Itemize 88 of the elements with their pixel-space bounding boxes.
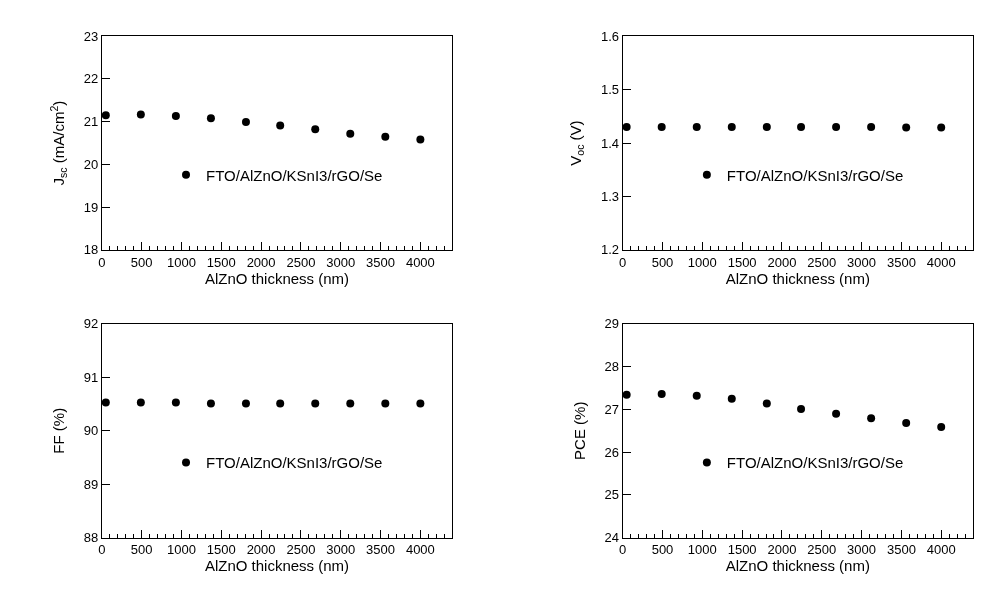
point <box>867 414 876 423</box>
point <box>692 391 701 400</box>
x-tick-label: 3500 <box>366 254 395 270</box>
x-tick-label: 4000 <box>405 542 435 558</box>
x-tick-label: 2000 <box>767 254 797 270</box>
point <box>657 389 666 398</box>
y-tick-label: 1.6 <box>600 28 620 44</box>
y-tick-label: 1.3 <box>600 189 620 205</box>
x-tick-label: 2500 <box>286 254 316 270</box>
y-tick-label: 23 <box>83 28 99 44</box>
x-tick-label: 1000 <box>687 254 717 270</box>
y-tick-label: 91 <box>83 369 99 385</box>
x-tick-label: 4000 <box>926 542 956 558</box>
x-tick-label: 3500 <box>366 542 395 558</box>
point <box>206 114 215 123</box>
x-tick-label: 1500 <box>727 542 757 558</box>
x-tick-label: 4000 <box>926 254 956 270</box>
x-tick-label: 2000 <box>246 542 276 558</box>
x-tick-label: 0 <box>98 254 106 270</box>
x-tick-label: 0 <box>98 542 106 558</box>
y-tick-label: 21 <box>83 114 99 130</box>
y-tick-label: 19 <box>83 199 99 215</box>
x-tick-label: 1500 <box>727 254 757 270</box>
y-tick-label: 25 <box>604 487 620 503</box>
y-tick-label: 18 <box>83 242 99 258</box>
y-tick-label: 1.5 <box>600 82 620 98</box>
y-tick-label: 89 <box>83 476 99 492</box>
x-tick-label: 2500 <box>286 542 316 558</box>
x-tick-label: 3000 <box>847 254 877 270</box>
y-axis-title: PCE (%) <box>570 401 588 460</box>
y-tick-label: 90 <box>83 423 99 439</box>
x-tick-label: 3000 <box>326 254 356 270</box>
point <box>797 404 806 413</box>
y-tick-label: 1.4 <box>600 135 620 151</box>
point <box>937 422 946 431</box>
point <box>762 399 771 408</box>
x-tick-label: 500 <box>651 254 674 270</box>
x-tick-label: 4000 <box>405 254 435 270</box>
y-tick-label: 28 <box>604 359 620 375</box>
point <box>902 419 911 428</box>
x-tick-label: 3500 <box>886 542 916 558</box>
point <box>101 111 110 120</box>
point <box>727 394 736 403</box>
x-tick-label: 1500 <box>206 542 236 558</box>
x-axis-title: AlZnO thickness (nm) <box>725 269 870 287</box>
point <box>416 135 425 144</box>
y-tick-label: 29 <box>604 316 620 332</box>
y-tick-label: 26 <box>604 444 620 460</box>
x-tick-label: 2500 <box>807 254 837 270</box>
x-tick-label: 3500 <box>886 254 916 270</box>
y-tick-label: 22 <box>83 71 99 87</box>
x-tick-label: 2000 <box>246 254 276 270</box>
point <box>276 121 285 130</box>
x-tick-label: 2000 <box>767 542 797 558</box>
x-axis-title: AlZnO thickness (nm) <box>204 557 350 575</box>
legend-label: FTO/AlZnO/KSnI3/rGO/Se <box>726 454 904 472</box>
x-tick-label: 2500 <box>807 542 837 558</box>
point <box>171 112 180 121</box>
y-tick-label: 20 <box>83 156 99 172</box>
x-tick-label: 0 <box>619 254 627 270</box>
y-tick-label: 27 <box>604 401 620 417</box>
y-tick-label: 92 <box>83 316 99 332</box>
point <box>346 129 355 138</box>
point <box>136 110 145 119</box>
point <box>381 132 390 141</box>
x-tick-label: 3000 <box>847 542 877 558</box>
x-tick-label: 1000 <box>687 542 717 558</box>
x-tick-label: 1000 <box>166 254 196 270</box>
x-axis-title: AlZnO thickness (nm) <box>204 269 350 287</box>
point <box>311 125 320 134</box>
x-tick-label: 3000 <box>326 542 356 558</box>
x-tick-label: 500 <box>651 542 674 558</box>
y-tick-label: 24 <box>604 530 620 546</box>
legend-label: FTO/AlZnO/KSnI3/rGO/Se <box>206 454 383 472</box>
x-tick-label: 0 <box>619 542 627 558</box>
y-tick-label: 1.2 <box>600 242 620 258</box>
x-tick-label: 1000 <box>166 542 196 558</box>
x-tick-label: 500 <box>130 254 153 270</box>
point <box>832 409 841 418</box>
point <box>241 118 250 127</box>
y-axis-title: FF (%) <box>50 407 67 454</box>
x-tick-label: 500 <box>130 542 153 558</box>
legend-label: FTO/AlZnO/KSnI3/rGO/Se <box>206 166 383 184</box>
x-tick-label: 1500 <box>206 254 236 270</box>
legend-label: FTO/AlZnO/KSnI3/rGO/Se <box>726 166 904 184</box>
point <box>622 390 631 399</box>
y-tick-label: 88 <box>83 530 99 546</box>
x-axis-title: AlZnO thickness (nm) <box>725 557 870 575</box>
